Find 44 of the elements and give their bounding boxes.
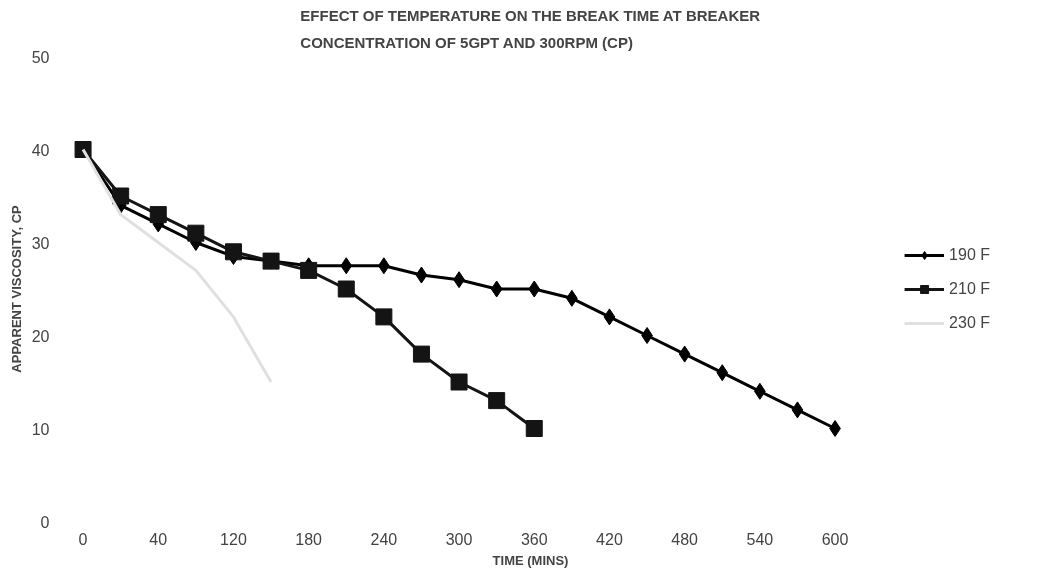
x-tick-label: 40 xyxy=(149,530,168,548)
x-tick-label: 0 xyxy=(78,530,88,548)
legend-label: 190 F xyxy=(949,245,990,264)
point xyxy=(412,345,430,363)
legend-label: 230 F xyxy=(949,313,990,332)
point xyxy=(375,308,393,326)
x-tick-label: 420 xyxy=(596,530,623,548)
point xyxy=(603,308,616,326)
y-tick-label: 10 xyxy=(31,420,50,438)
x-tick-label: 300 xyxy=(445,530,473,548)
point xyxy=(224,243,242,261)
x-axis-title: TIME (MINS) xyxy=(492,552,569,568)
x-tick-label: 180 xyxy=(295,530,323,548)
point xyxy=(340,257,353,275)
x-tick-label: 600 xyxy=(821,530,849,548)
point xyxy=(300,261,318,279)
y-tick-label: 40 xyxy=(31,141,50,159)
point xyxy=(415,266,428,284)
chart-title: EFFECT OF TEMPERATURE ON THE BREAK TIME AT BREAKER CONCENTRATION OF 5GPT AND 300RPM (CP) xyxy=(300,7,761,52)
point xyxy=(450,373,468,391)
point xyxy=(112,187,130,205)
point xyxy=(187,224,205,242)
point xyxy=(337,280,355,298)
point xyxy=(829,420,841,437)
x-tick-label: 120 xyxy=(220,530,247,548)
legend-label: 210 F xyxy=(949,279,990,298)
x-tick-label: 360 xyxy=(520,530,548,548)
point xyxy=(149,206,167,224)
x-tick-label: 240 xyxy=(370,530,398,548)
point xyxy=(678,345,691,363)
point xyxy=(716,364,729,382)
y-tick-label: 0 xyxy=(40,513,50,531)
y-tick-label: 50 xyxy=(31,48,50,66)
point xyxy=(528,280,541,298)
y-tick-label: 30 xyxy=(31,234,50,252)
point xyxy=(490,280,503,298)
point xyxy=(525,420,543,437)
point xyxy=(791,401,804,419)
x-tick-label: 540 xyxy=(746,530,774,548)
x-tick-label: 480 xyxy=(671,530,699,548)
point xyxy=(488,392,506,410)
y-tick-label: 20 xyxy=(31,327,50,345)
point xyxy=(641,327,653,344)
y-axis-title: APPARENT VISCOSITY, CP xyxy=(8,205,24,373)
